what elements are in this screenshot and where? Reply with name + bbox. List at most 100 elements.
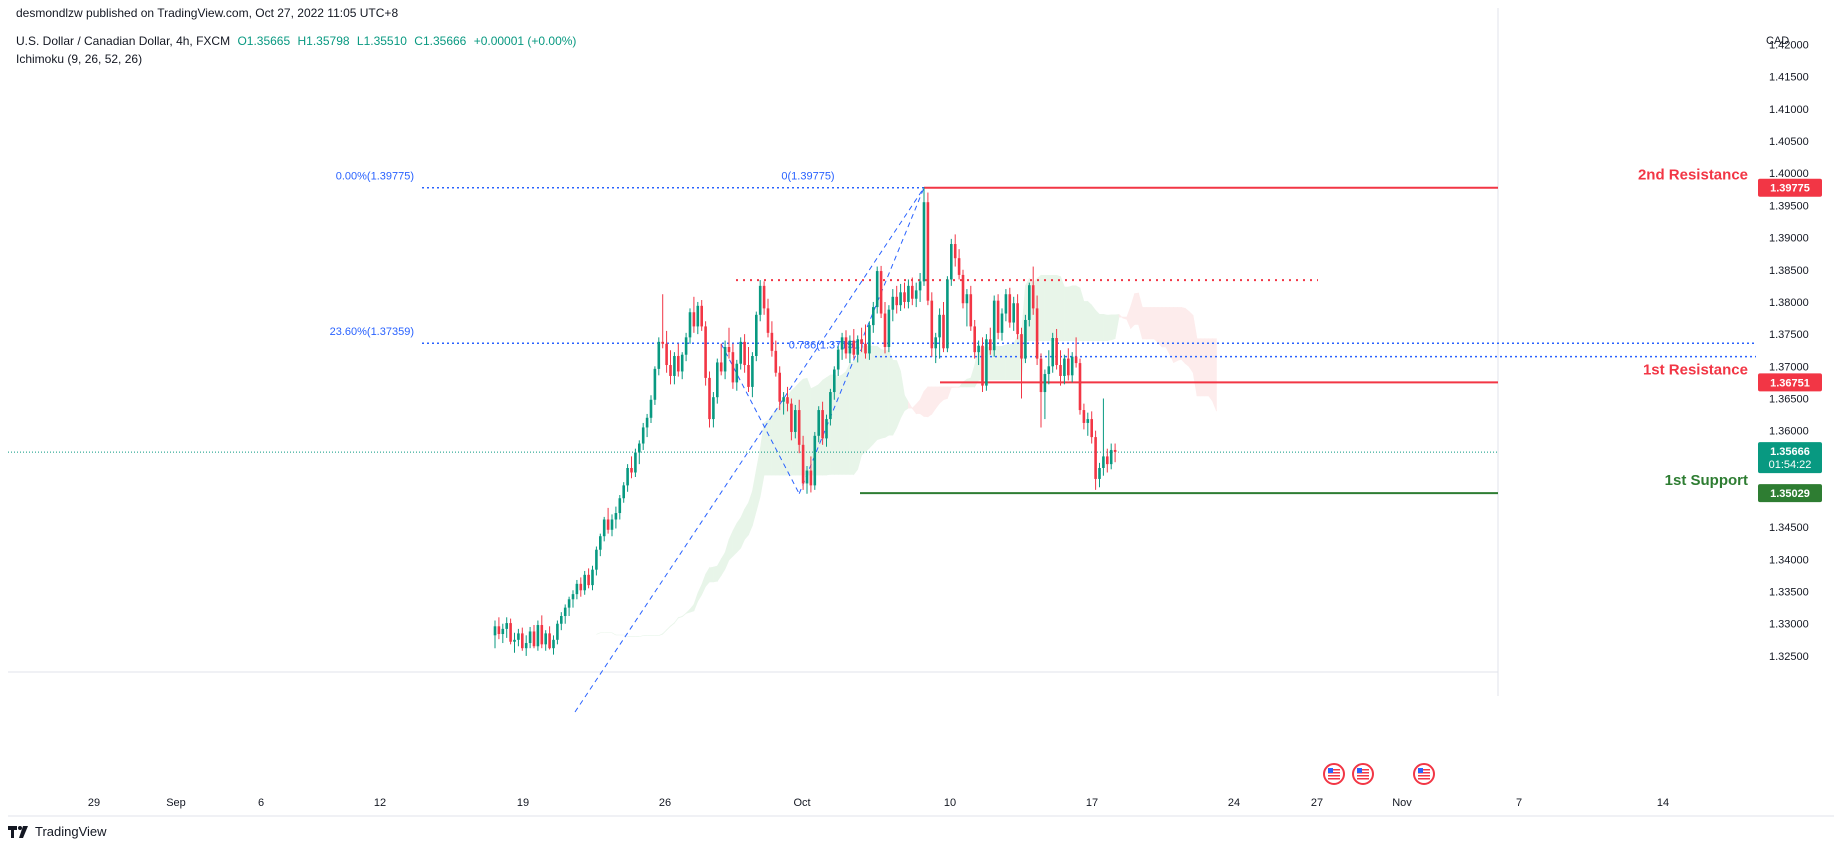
current-price-tag-bg [1758,442,1822,474]
cloud-segment [1048,274,1053,341]
cloud-segment [1107,314,1112,341]
candle-body [673,356,676,376]
cloud-segment [1001,344,1007,381]
cloud-segment [1040,274,1046,341]
cloud-segment [950,386,956,389]
cloud-segment [943,386,948,401]
candle-body [872,307,875,326]
candle-body [735,363,739,383]
price-tick-label: 1.39500 [1769,200,1809,212]
cloud-segment [1204,338,1209,397]
candle-body [844,337,848,354]
flag-canton [1357,768,1362,773]
candle-body [509,623,512,642]
cloud-segment [884,350,890,438]
candle-body [548,633,551,649]
candle-body [560,616,563,624]
candle-body [840,337,844,350]
time-tick-label: 26 [659,797,671,809]
candle-body [860,339,863,344]
candle-body [961,274,965,304]
price-tag-label: 1.39775 [1770,183,1810,195]
candle-body [610,519,614,530]
candle-body [887,309,891,347]
candle-body [700,305,703,327]
cloud-segment [876,345,882,441]
cloud-segment [767,414,773,476]
candle-body [981,345,984,386]
flag-canton [1418,768,1423,773]
candle-body [1008,294,1012,323]
candle-body [1004,294,1008,314]
cloud-segment [1196,338,1202,397]
fib-ext-0-label: 0(1.39775) [781,171,834,183]
candle-body [1106,456,1109,465]
candle-body [770,332,774,351]
ohlc-open: O1.35665 [237,34,291,48]
cloud-segment [1177,307,1182,361]
candle-body [747,365,750,387]
candle-body [821,410,824,439]
candle-body [953,244,957,259]
cloud-segment [1091,304,1096,341]
candle-body [688,312,692,338]
candle-body [957,258,961,275]
time-axis[interactable]: 29 Sep 6 12 19 26 Oct 10 17 24 27 Nov 7 14 [88,797,1669,809]
price-tick-label: 1.33000 [1769,619,1809,631]
candle-body [528,631,532,644]
candle-body [794,410,797,432]
flag-stripe [1357,772,1369,774]
cloud-segment [861,345,866,456]
flag-stripe [1357,778,1369,780]
economic-events[interactable] [1323,763,1435,785]
time-tick-label: Sep [166,797,186,809]
candle-body [739,341,742,364]
cloud-segment [736,516,742,554]
fib-ext-0786-label: 0.786(1.37151) [789,340,864,352]
candle-body [996,300,1000,333]
fib-0-label: 0.00%(1.39775) [336,171,414,183]
cloud-segment [841,370,847,475]
cloud-segment [896,360,901,428]
candle-body [883,313,887,347]
symbol-name[interactable]: U.S. Dollar / Canadian Dollar, 4h, FXCM [16,34,231,48]
candle-body [1028,285,1031,320]
current-price-tag: 1.35666 [1770,446,1810,458]
cloud-segment [857,346,862,470]
price-tick-label: 1.39000 [1769,233,1809,245]
price-tick-label: 1.34000 [1769,554,1809,566]
candle-body [696,305,700,327]
candle-body [1000,313,1004,333]
candle-body [1109,449,1113,465]
candle-body [1094,437,1097,479]
candle-body [497,626,501,635]
price-tag-label: 1.36751 [1770,377,1810,389]
indicator-legend[interactable]: Ichimoku (9, 26, 52, 26) [16,52,143,66]
level-label: 1st Resistance [1643,361,1748,378]
cloud-segment [1103,313,1108,341]
cloud-segment [1068,285,1073,341]
cloud-segment [763,419,769,476]
flag-stripe [1328,769,1340,771]
trend-leg-1 [574,187,925,713]
cloud-segment [1146,307,1151,340]
candle-body [856,339,859,355]
candle-body [918,281,922,291]
candle-body [833,369,836,393]
ohlc-low: L1.35510 [356,34,407,48]
candle-body [1059,365,1062,376]
flag-canton [1328,768,1333,773]
cloud-segment [1149,307,1155,340]
candle-body [992,300,996,351]
footer-brand[interactable]: TradingView [8,824,107,839]
candle-body [653,368,657,400]
trend-leg-3 [720,343,800,494]
price-axis-currency: CAD [1766,35,1789,47]
cloud-segment [1099,314,1104,341]
price-tag-label: 1.35029 [1770,488,1810,500]
candle-body [665,343,668,366]
cloud-segment [1212,338,1217,412]
